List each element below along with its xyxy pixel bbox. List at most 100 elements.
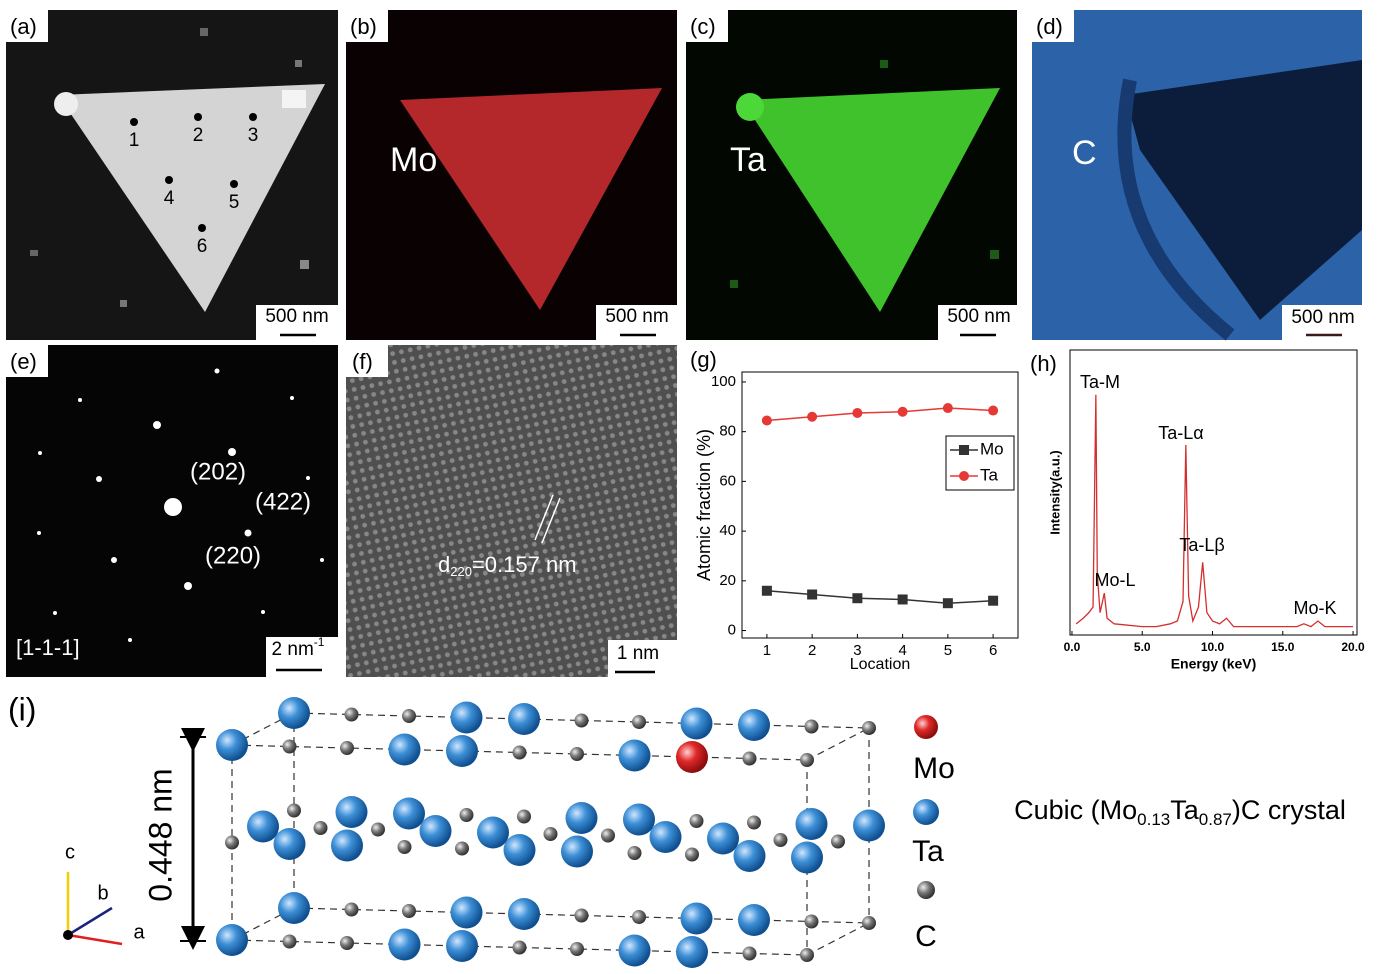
cell-edge — [807, 923, 869, 955]
data-point — [762, 586, 772, 596]
y-axis-label: Atomic fraction (%) — [694, 429, 714, 581]
carbon-atom — [287, 804, 301, 818]
carbon-atom — [517, 810, 531, 824]
ta-atom — [738, 904, 770, 936]
location-dot — [230, 180, 238, 188]
scale-label: 500 nm — [265, 306, 328, 327]
location-label: 6 — [197, 236, 208, 257]
carbon-atom — [575, 714, 589, 728]
axis-triad — [63, 872, 122, 944]
ta-atom — [451, 897, 483, 929]
panel-a-image — [6, 10, 338, 340]
x-tick-label: 2 — [808, 642, 816, 659]
x-tick-label: 6 — [989, 642, 997, 659]
y-tick-label: 40 — [719, 522, 736, 539]
location-label: 3 — [248, 125, 259, 146]
carbon-atom — [743, 947, 757, 961]
y-tick-label: 80 — [719, 423, 736, 440]
data-point — [852, 593, 862, 603]
location-dot — [198, 224, 206, 232]
legend-label: Ta — [912, 835, 944, 868]
plot-frame — [1070, 350, 1357, 635]
scale-label: 500 nm — [947, 306, 1010, 327]
legend-label: C — [915, 920, 937, 953]
legend-marker — [959, 471, 969, 481]
x-tick-label: 15.0 — [1271, 640, 1295, 654]
location-label: 1 — [129, 130, 140, 151]
data-point — [988, 596, 998, 606]
ta-atom — [393, 798, 425, 830]
ta-atom — [278, 697, 310, 729]
carbon-atom — [805, 915, 819, 929]
data-point — [898, 594, 908, 604]
data-point — [943, 403, 953, 413]
data-point — [988, 406, 998, 416]
peak-label: Ta-M — [1080, 372, 1120, 392]
axis-letter: c — [65, 841, 75, 863]
peak-label: Mo-L — [1094, 570, 1135, 590]
ta-atom — [707, 823, 739, 855]
peak-label: Ta-Lα — [1158, 423, 1203, 443]
ta-atom — [676, 936, 708, 968]
peak-label: Ta-Lβ — [1179, 535, 1224, 555]
panel-label: (g) — [690, 347, 717, 372]
location-dot — [249, 113, 257, 121]
scale-label: 500 nm — [605, 306, 668, 327]
carbon-atom — [513, 941, 527, 955]
carbon-atom — [402, 904, 416, 918]
carbon-atom — [455, 842, 469, 856]
y-tick-label: 0 — [728, 622, 736, 639]
data-point — [807, 589, 817, 599]
scale-label: 1 nm — [617, 643, 659, 664]
carbon-atom — [570, 942, 584, 956]
ta-atom — [504, 834, 536, 866]
zone-axis: [1-1-1] — [16, 635, 80, 660]
ta-atom — [734, 840, 766, 872]
location-label: 4 — [164, 188, 175, 209]
legend-sphere — [914, 715, 938, 739]
carbon-atom — [283, 935, 297, 949]
ta-atom — [274, 828, 306, 860]
data-point — [852, 408, 862, 418]
carbon-atom — [460, 808, 474, 822]
ta-atom — [331, 830, 363, 862]
location-dot — [165, 176, 173, 184]
y-tick-label: 100 — [711, 373, 736, 390]
carbon-atom — [345, 903, 359, 917]
ta-atom — [738, 709, 770, 741]
element-label: Ta — [730, 141, 766, 179]
carbon-atom — [774, 833, 788, 847]
panel-f-image — [346, 345, 677, 677]
panel-label: (b) — [350, 14, 377, 39]
carbon-atom — [544, 827, 558, 841]
x-tick-label: 5.0 — [1134, 640, 1151, 654]
carbon-atom — [601, 829, 615, 843]
carbon-atom — [402, 709, 416, 723]
x-tick-label: 20.0 — [1341, 640, 1365, 654]
x-tick-label: 5 — [944, 642, 952, 659]
crystal-caption: Cubic (Mo0.13Ta0.87)C crystal — [1014, 795, 1346, 829]
carbon-atom — [800, 948, 814, 962]
data-point — [762, 415, 772, 425]
x-tick-label: 1 — [763, 642, 771, 659]
ta-atom — [796, 808, 828, 840]
ta-atom — [278, 892, 310, 924]
axis-letter: a — [133, 921, 145, 943]
carbon-atom — [575, 909, 589, 923]
ta-atom — [619, 740, 651, 772]
y-axis-label: Intensity(a.u.) — [1047, 450, 1062, 535]
legend-marker — [959, 445, 969, 455]
spot-label: (422) — [255, 488, 311, 515]
x-axis-label: Energy (keV) — [1171, 656, 1257, 672]
data-point — [943, 598, 953, 608]
ta-atom — [650, 821, 682, 853]
spot-label: (202) — [190, 458, 246, 485]
height-label: 0.448 nm — [142, 768, 178, 901]
axis-letter: b — [97, 882, 108, 904]
element-label: C — [1072, 134, 1097, 172]
x-tick-label: 0.0 — [1064, 640, 1081, 654]
carbon-atom — [371, 823, 385, 837]
ta-atom — [389, 734, 421, 766]
data-line — [1076, 395, 1353, 627]
carbon-atom — [340, 741, 354, 755]
